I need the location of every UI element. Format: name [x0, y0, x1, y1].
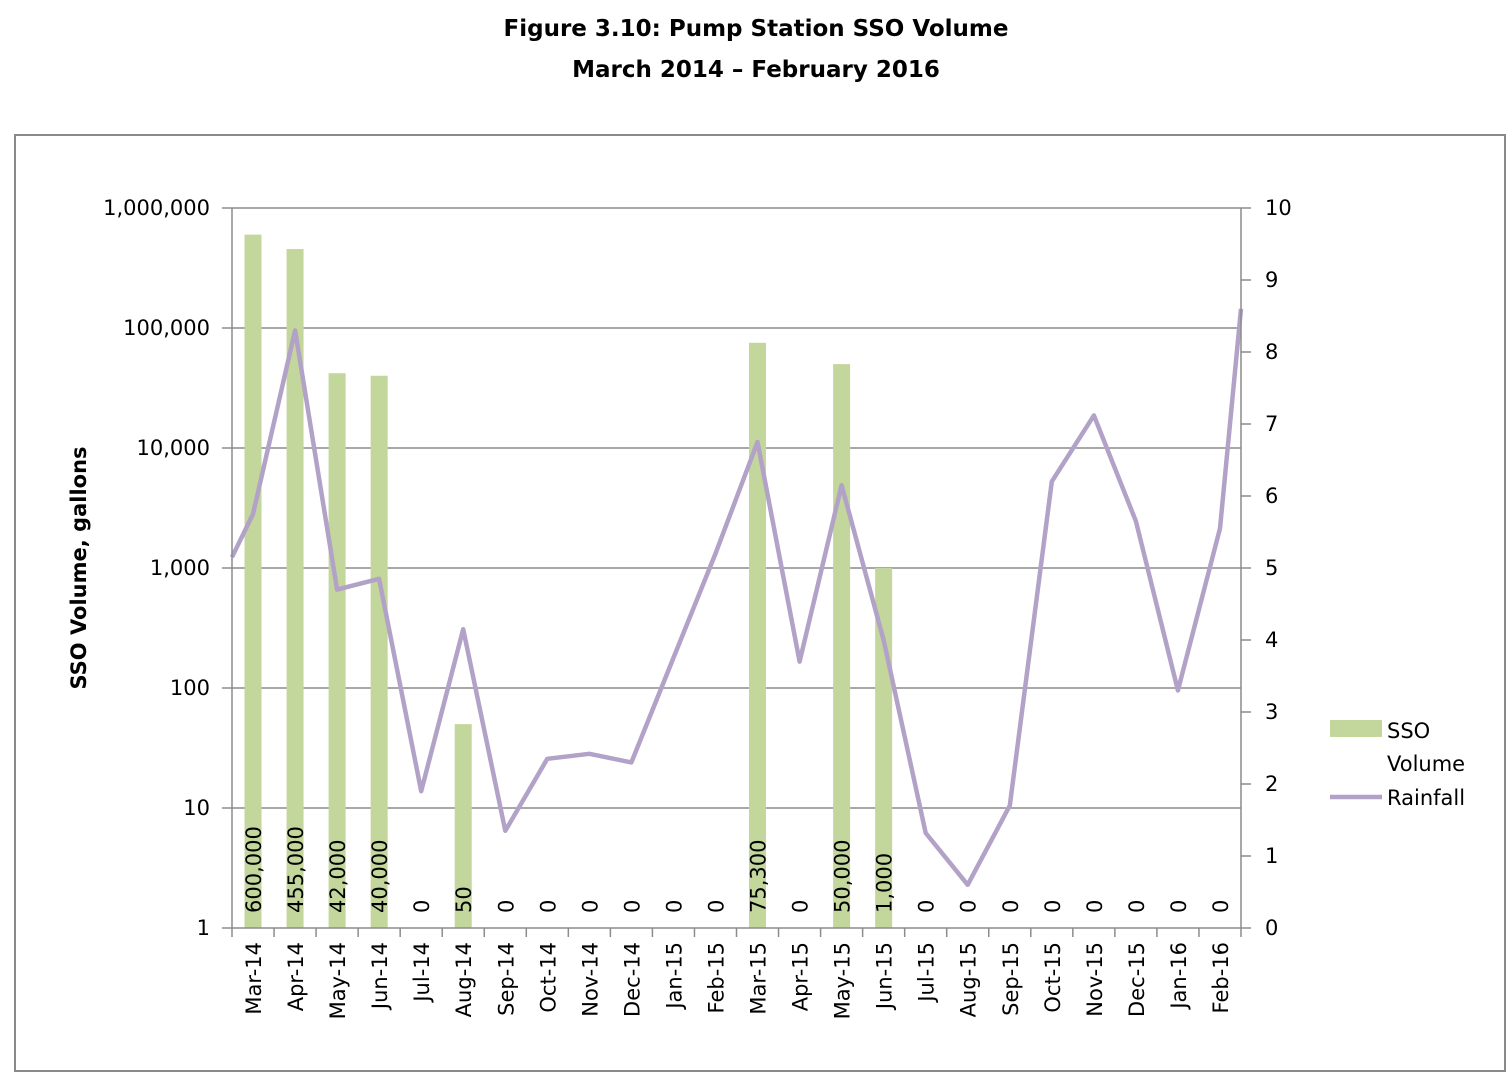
bar-data-label: 50 [452, 886, 476, 913]
x-tick-label: Apr-14 [284, 942, 308, 1011]
x-tick-label: Sep-14 [494, 942, 518, 1016]
bar-data-label: 0 [578, 900, 602, 913]
sso-bar [286, 249, 304, 928]
x-tick-label: Feb-15 [704, 942, 728, 1013]
x-tick-label: Oct-14 [536, 942, 560, 1013]
y2-tick-label: 4 [1265, 628, 1278, 652]
x-tick-label: Jul-15 [915, 942, 939, 1004]
axes [222, 207, 1251, 937]
bar-data-label: 0 [410, 900, 434, 913]
y2-tick-labels: 0 1 2 3 4 5 6 7 8 9 10 [1265, 196, 1292, 940]
bar-data-label: 50,000 [831, 840, 855, 913]
y-tick-label: 1,000,000 [103, 196, 210, 220]
bar-data-label: 0 [704, 900, 728, 913]
sso-bar [454, 724, 472, 928]
x-tick-label: Apr-15 [789, 942, 813, 1011]
y2-tick-label: 8 [1265, 340, 1278, 364]
x-tick-label: Dec-14 [620, 942, 644, 1017]
x-tick-label: Mar-15 [747, 942, 771, 1015]
x-tick-label: Aug-15 [957, 942, 981, 1017]
y-axis-label: SSO Volume, gallons [67, 446, 91, 689]
y2-tick-label: 5 [1265, 556, 1278, 580]
x-tick-label: Sep-15 [999, 942, 1023, 1016]
bar-data-label: 0 [1041, 900, 1065, 913]
bar-data-label: 0 [620, 900, 644, 913]
bar-data-label: 40,000 [368, 840, 392, 913]
x-tick-label: May-14 [326, 942, 350, 1019]
legend-swatch-sso [1330, 720, 1382, 737]
bar-data-label: 42,000 [326, 840, 350, 913]
x-tick-labels: Mar-14 Apr-14 May-14 Jun-14 Jul-14 Aug-14 Sep-… [242, 942, 1233, 1019]
y-tick-label: 1,000 [150, 556, 210, 580]
x-tick-label: Dec-15 [1125, 942, 1149, 1017]
x-tick-label: Nov-14 [578, 942, 602, 1017]
bar-data-label: 0 [662, 900, 686, 913]
bar-data-label: 1,000 [873, 853, 897, 913]
y2-tick-label: 9 [1265, 268, 1278, 292]
x-tick-label: Jan-15 [662, 942, 686, 1011]
y2-tick-label: 0 [1265, 916, 1278, 940]
bar-data-label: 0 [999, 900, 1023, 913]
x-tick-label: Feb-16 [1209, 942, 1233, 1013]
sso-bar [244, 234, 262, 929]
bar-data-label: 0 [494, 900, 518, 913]
bar-data-label: 0 [789, 900, 813, 913]
bar-data-label: 0 [1083, 900, 1107, 913]
x-tick-label: Jul-14 [410, 942, 434, 1004]
x-tick-label: Aug-14 [452, 942, 476, 1017]
x-tick-label: Nov-15 [1083, 942, 1107, 1017]
rainfall-line-group [229, 308, 1244, 888]
bar-data-label: 75,300 [747, 840, 771, 913]
bar-data-label: 0 [957, 900, 981, 913]
x-tick-label: Jan-16 [1167, 942, 1191, 1011]
bar-data-label: 600,000 [242, 826, 266, 913]
x-tick-label: May-15 [831, 942, 855, 1019]
sso-bar [749, 342, 767, 928]
x-tick-label: Jun-14 [368, 942, 392, 1011]
y-tick-label: 1 [197, 916, 210, 940]
legend-label-rainfall: Rainfall [1387, 786, 1465, 810]
legend: SSO Volume Rainfall [1330, 719, 1465, 810]
y2-tick-label: 7 [1265, 412, 1278, 436]
chart-title: Figure 3.10: Pump Station SSO Volume [503, 16, 1009, 42]
y2-tick-label: 10 [1265, 196, 1292, 220]
y-tick-label: 100 [170, 676, 210, 700]
bar-data-label: 455,000 [284, 826, 308, 913]
bar-data-label: 0 [915, 900, 939, 913]
sso-bar [328, 373, 346, 928]
bar-data-label: 0 [1125, 900, 1149, 913]
y-tick-label: 100,000 [123, 316, 210, 340]
x-tick-label: Jun-15 [873, 942, 897, 1011]
bar-data-labels: 600,000 455,000 42,000 40,000 0 50 0 0 0 0 0 0 75,30… [242, 826, 1233, 913]
bar-data-label: 0 [1209, 900, 1233, 913]
rainfall-line [229, 308, 1244, 888]
legend-label-sso: SSO [1387, 719, 1430, 743]
chart-subtitle: March 2014 – February 2016 [572, 57, 940, 83]
y-tick-label: 10,000 [137, 436, 210, 460]
y2-tick-label: 6 [1265, 484, 1278, 508]
sso-bar [370, 375, 388, 928]
sso-bars [244, 234, 893, 929]
y2-tick-label: 3 [1265, 700, 1278, 724]
y2-tick-label: 1 [1265, 844, 1278, 868]
x-tick-label: Mar-14 [242, 942, 266, 1015]
legend-label-sso-line2: Volume [1387, 752, 1465, 776]
y2-tick-label: 2 [1265, 772, 1278, 796]
y-tick-label: 10 [183, 796, 210, 820]
chart-frame [14, 134, 1506, 1072]
x-tick-label: Oct-15 [1041, 942, 1065, 1013]
bar-data-label: 0 [536, 900, 560, 913]
y-tick-labels: 1 10 100 1,000 10,000 100,000 1,000,000 [103, 196, 210, 940]
bar-data-label: 0 [1167, 900, 1191, 913]
